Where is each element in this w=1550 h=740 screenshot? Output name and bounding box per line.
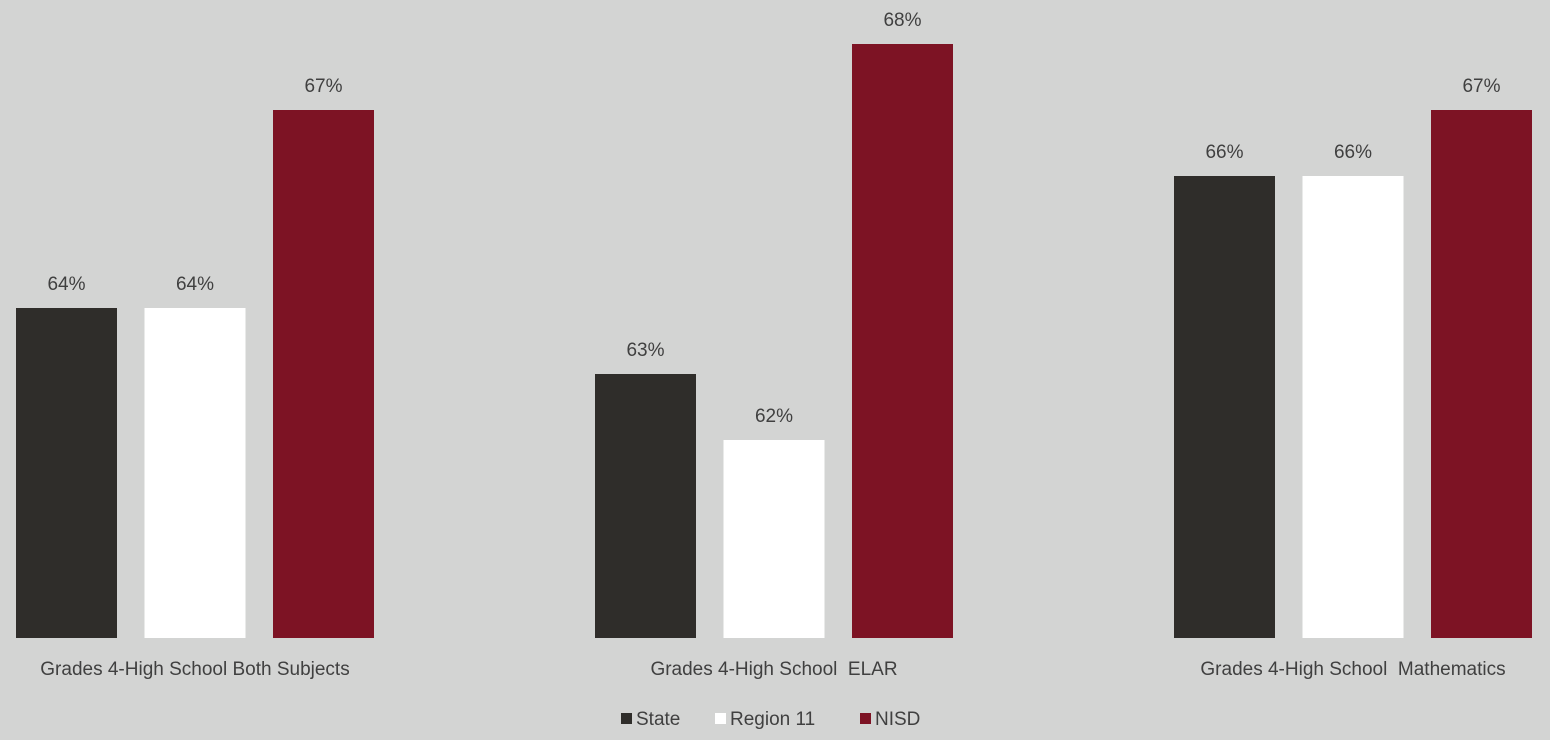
category-label-2: Grades 4-High School ELAR — [650, 659, 897, 680]
data-label-nisd-3: 67% — [1462, 76, 1500, 97]
bar-nisd-3 — [1431, 110, 1532, 638]
category-label-3: Grades 4-High School Mathematics — [1200, 659, 1505, 680]
bar-nisd-1 — [273, 110, 374, 638]
bar-region-11-2 — [723, 440, 825, 638]
bar-state-2 — [595, 374, 696, 638]
bar-region-11-3 — [1302, 176, 1404, 638]
legend-label-region-11: Region 11 — [730, 709, 815, 730]
category-label-1: Grades 4-High School Both Subjects — [40, 659, 349, 680]
legend: State Region 11 NISD — [621, 709, 920, 730]
data-label-state-1: 64% — [47, 274, 85, 295]
data-label-state-2: 63% — [626, 340, 664, 361]
bar-state-3 — [1174, 176, 1275, 638]
legend-swatch-region-11 — [715, 713, 726, 724]
legend-label-state: State — [636, 709, 680, 730]
bar-nisd-2 — [852, 44, 953, 638]
data-label-region-11-2: 62% — [755, 406, 793, 427]
data-label-region-11-1: 64% — [176, 274, 214, 295]
legend-swatch-state — [621, 713, 632, 724]
data-label-state-3: 66% — [1205, 142, 1243, 163]
data-labels-layer: 64% 64% 67% 63% 62% 68% 66% 66% 67% — [47, 10, 1500, 427]
data-label-nisd-2: 68% — [883, 10, 921, 31]
bars-layer — [16, 44, 1532, 638]
category-labels-layer: Grades 4-High School Both Subjects Grades… — [40, 659, 1505, 680]
legend-swatch-nisd — [860, 713, 871, 724]
legend-label-nisd: NISD — [875, 709, 920, 730]
data-label-nisd-1: 67% — [304, 76, 342, 97]
data-label-region-11-3: 66% — [1334, 142, 1372, 163]
bar-state-1 — [16, 308, 117, 638]
bar-region-11-1 — [144, 308, 246, 638]
